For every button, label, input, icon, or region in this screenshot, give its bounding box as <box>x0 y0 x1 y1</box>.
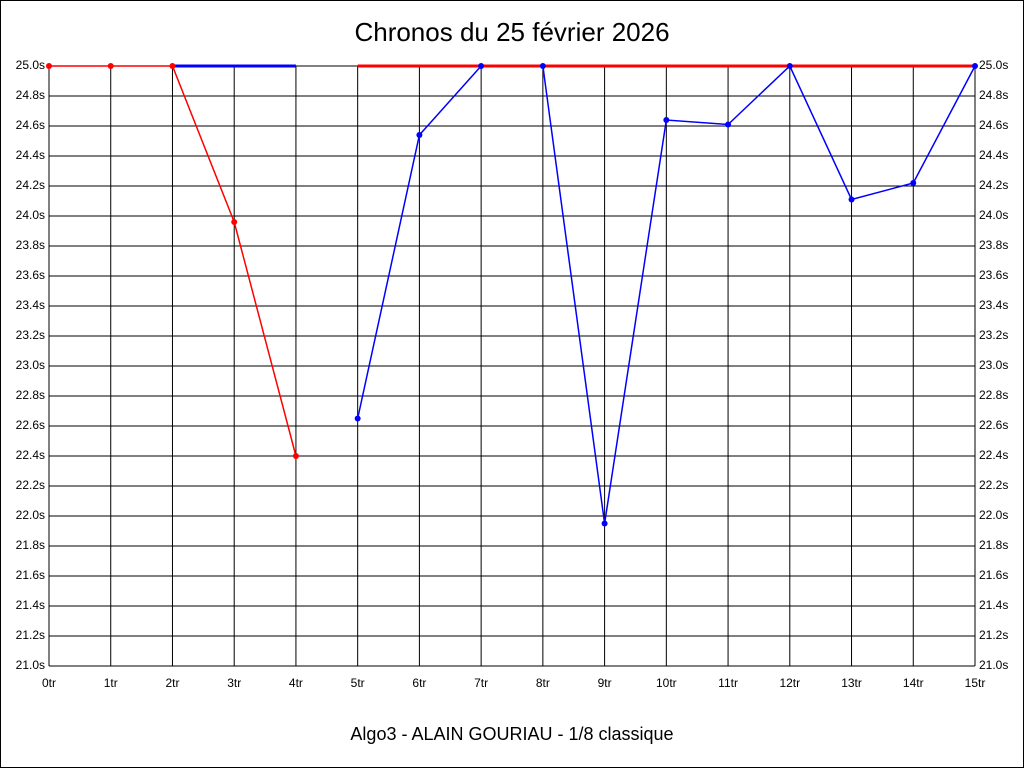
point <box>972 63 978 69</box>
point <box>601 520 608 527</box>
y2-tick-label: 23.6s <box>979 268 1008 282</box>
x-tick-label: 7tr <box>474 676 488 690</box>
chart-title: Chronos du 25 février 2026 <box>354 17 669 47</box>
y-tick-label: 24.0s <box>16 208 45 222</box>
x-tick-label: 14tr <box>903 676 924 690</box>
y2-tick-label: 25.0s <box>979 58 1008 72</box>
x-tick-label: 1tr <box>104 676 118 690</box>
point <box>107 63 114 69</box>
y-tick-label: 22.8s <box>16 388 45 402</box>
x-tick-label: 9tr <box>598 676 612 690</box>
point <box>786 63 793 69</box>
point <box>663 117 670 123</box>
y2-tick-label: 24.4s <box>979 148 1008 162</box>
y2-tick-label: 21.8s <box>979 538 1008 552</box>
x-tick-label: 10tr <box>656 676 677 690</box>
y2-tick-label: 24.6s <box>979 118 1008 132</box>
point <box>292 453 299 459</box>
x-tick-label: 2tr <box>165 676 179 690</box>
y-tick-label: 22.6s <box>16 418 45 432</box>
y-tick-label: 21.0s <box>16 658 45 672</box>
y2-tick-label: 22.4s <box>979 448 1008 462</box>
x-tick-label: 12tr <box>779 676 800 690</box>
y-tick-label: 22.4s <box>16 448 45 462</box>
x-tick-label: 11tr <box>718 676 738 690</box>
x-tick-label: 8tr <box>536 676 550 690</box>
y-tick-label: 23.0s <box>16 358 45 372</box>
point <box>539 63 546 69</box>
y-tick-label: 23.4s <box>16 298 45 312</box>
y2-tick-label: 22.0s <box>979 508 1008 522</box>
y2-tick-label: 21.6s <box>979 568 1008 582</box>
y-tick-label: 21.6s <box>16 568 45 582</box>
x-tick-label: 13tr <box>841 676 862 690</box>
point <box>231 219 238 225</box>
y2-tick-label: 21.2s <box>979 628 1008 642</box>
chart-subtitle: Algo3 - ALAIN GOURIAU - 1/8 classique <box>350 724 673 744</box>
y-tick-label: 24.8s <box>16 88 45 102</box>
x-tick-label: 15tr <box>965 676 986 690</box>
y2-tick-label: 22.8s <box>979 388 1008 402</box>
point <box>169 63 176 69</box>
y-tick-label: 21.8s <box>16 538 45 552</box>
y-tick-label: 24.2s <box>16 178 45 192</box>
y2-tick-label: 21.4s <box>979 598 1008 612</box>
x-tick-label: 0tr <box>42 676 56 690</box>
point <box>478 63 485 69</box>
y-tick-label: 23.8s <box>16 238 45 252</box>
y2-tick-label: 24.0s <box>979 208 1008 222</box>
y-tick-label: 23.2s <box>16 328 45 342</box>
point <box>910 180 917 186</box>
y2-tick-label: 24.2s <box>979 178 1008 192</box>
y-tick-label: 25.0s <box>16 58 45 72</box>
y2-tick-label: 23.2s <box>979 328 1008 342</box>
point <box>848 196 855 203</box>
y-tick-label: 21.4s <box>16 598 45 612</box>
y-tick-label: 23.6s <box>16 268 45 282</box>
y2-tick-label: 23.0s <box>979 358 1008 372</box>
y-tick-label: 21.2s <box>16 628 45 642</box>
x-tick-label: 4tr <box>289 676 303 690</box>
x-tick-label: 3tr <box>227 676 241 690</box>
y2-tick-label: 21.0s <box>979 658 1008 672</box>
y2-tick-label: 22.6s <box>979 418 1008 432</box>
y2-tick-label: 23.8s <box>979 238 1008 252</box>
point <box>416 132 423 138</box>
y2-tick-label: 23.4s <box>979 298 1008 312</box>
y-tick-label: 22.0s <box>16 508 45 522</box>
y2-tick-label: 24.8s <box>979 88 1008 102</box>
x-tick-label: 6tr <box>412 676 426 690</box>
y-tick-label: 24.6s <box>16 118 45 132</box>
x-tick-label: 5tr <box>351 676 365 690</box>
y-tick-label: 24.4s <box>16 148 45 162</box>
y2-tick-label: 22.2s <box>979 478 1008 492</box>
point <box>725 121 732 128</box>
y-tick-label: 22.2s <box>16 478 45 492</box>
point <box>354 415 361 422</box>
point <box>46 63 52 69</box>
